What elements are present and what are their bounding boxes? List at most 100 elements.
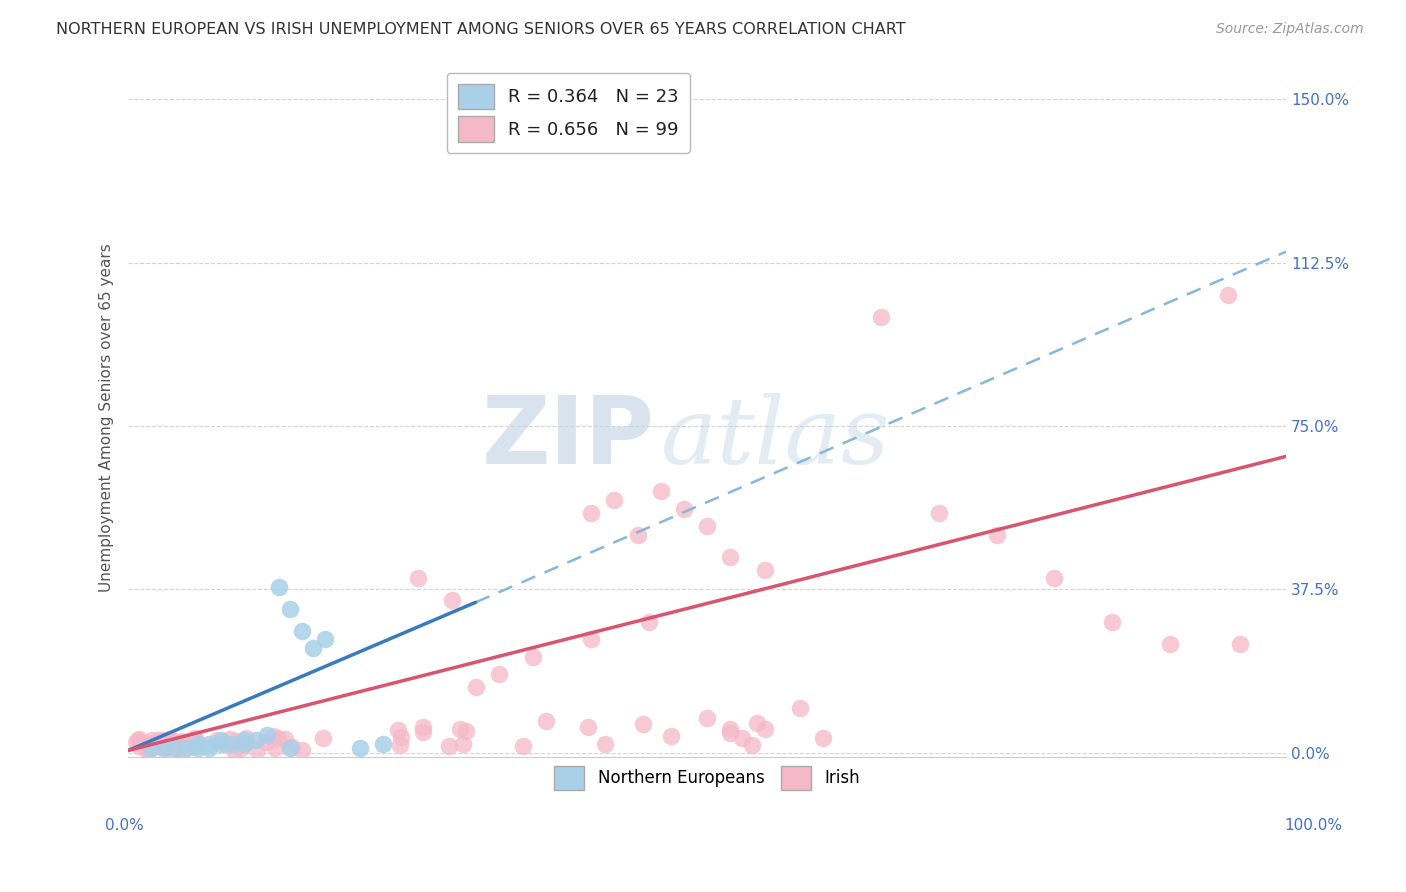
Point [718,726,741,740]
Point [371,737,394,751]
Point [186,733,208,747]
Point [522,649,544,664]
Point [387,723,409,737]
Point [869,310,891,324]
Point [534,714,557,728]
Text: ZIP: ZIP [482,392,655,483]
Point [291,624,314,638]
Point [291,742,314,756]
Point [163,741,186,756]
Point [731,731,754,746]
Point [146,732,169,747]
Point [127,733,149,747]
Point [124,734,146,748]
Point [412,724,434,739]
Point [174,738,197,752]
Point [1159,637,1181,651]
Point [166,741,188,756]
Point [302,641,325,656]
Y-axis label: Unemployment Among Seniors over 65 years: Unemployment Among Seniors over 65 years [100,243,114,591]
Point [388,738,411,752]
Point [155,739,177,753]
Point [209,737,232,751]
Point [187,737,209,751]
Point [718,549,741,564]
Point [789,701,811,715]
Point [209,732,232,747]
Point [754,563,776,577]
Point [267,731,290,745]
Point [245,732,267,747]
Point [170,734,193,748]
Point [745,715,768,730]
Point [274,732,297,747]
Point [456,724,478,739]
Legend: Northern Europeans, Irish: Northern Europeans, Irish [547,759,866,797]
Point [488,667,510,681]
Point [627,528,650,542]
Point [754,722,776,736]
Point [181,739,204,754]
Point [631,717,654,731]
Point [155,739,177,754]
Point [166,741,188,756]
Point [198,737,221,751]
Point [162,733,184,747]
Point [155,741,177,756]
Point [152,741,174,756]
Point [512,739,534,754]
Point [349,741,371,756]
Point [314,632,336,647]
Point [437,739,460,754]
Point [451,737,474,751]
Point [152,733,174,747]
Point [262,729,284,743]
Text: 100.0%: 100.0% [1285,818,1343,832]
Point [581,632,603,647]
Point [198,741,221,756]
Point [229,741,252,756]
Point [174,741,197,756]
Point [718,722,741,736]
Point [986,528,1008,542]
Point [412,720,434,734]
Point [603,493,626,508]
Point [246,743,269,757]
Point [696,519,718,533]
Point [659,729,682,743]
Point [256,728,278,742]
Point [406,571,429,585]
Point [741,738,763,752]
Point [278,602,301,616]
Point [128,732,150,747]
Point [233,736,256,750]
Point [157,731,180,746]
Point [233,732,256,747]
Text: 0.0%: 0.0% [105,818,145,832]
Text: atlas: atlas [661,392,890,483]
Point [464,680,486,694]
Point [131,737,153,751]
Point [146,736,169,750]
Point [1101,615,1123,629]
Point [389,730,412,744]
Point [183,731,205,746]
Point [153,738,176,752]
Point [1043,571,1066,585]
Point [136,738,159,752]
Point [139,739,162,754]
Point [581,506,603,520]
Point [449,723,471,737]
Point [136,742,159,756]
Point [267,580,290,594]
Point [264,741,287,756]
Point [225,734,247,748]
Point [219,731,242,746]
Point [312,731,335,745]
Point [128,739,150,753]
Point [157,737,180,751]
Point [215,737,238,751]
Point [150,739,173,754]
Point [278,741,301,756]
Point [224,742,246,756]
